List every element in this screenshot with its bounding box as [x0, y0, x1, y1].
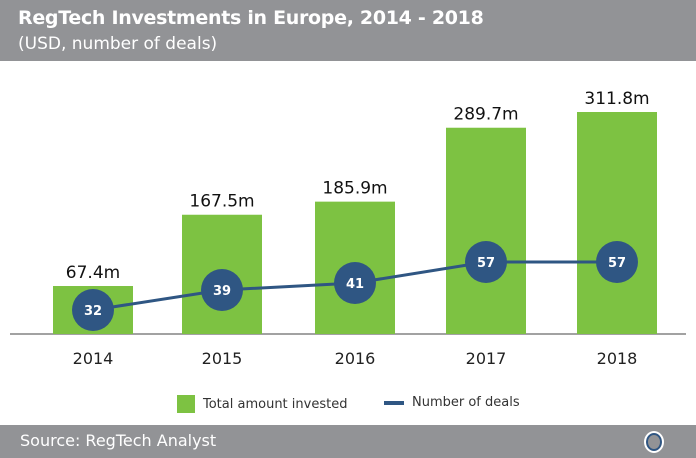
legend-swatch	[384, 400, 404, 405]
deal-point	[334, 262, 376, 304]
chart-area: 67.4m 2014 167.5m 2015 185.9m 2016 289.7m 2017 3…	[10, 89, 686, 368]
x-tick-label: 2015	[202, 349, 243, 368]
legend-label: Number of deals	[412, 395, 520, 410]
x-tick-label: 2014	[73, 349, 114, 368]
deal-point	[201, 269, 243, 311]
x-tick-label: 2017	[466, 349, 507, 368]
logo-icon	[644, 431, 664, 453]
deal-value-label: 41	[346, 277, 364, 292]
x-tick-label: 2018	[597, 349, 638, 368]
footer: Source: RegTech Analyst	[0, 425, 696, 458]
source-text: Source: RegTech Analyst	[20, 431, 217, 450]
bar-value-label: 311.8m	[584, 89, 649, 109]
deal-value-label: 39	[213, 284, 231, 299]
chart-subtitle: (USD, number of deals)	[18, 34, 218, 54]
deal-value-label: 57	[608, 256, 626, 271]
legend-swatch	[177, 395, 195, 413]
chart-header: RegTech Investments in Europe, 2014 - 20…	[0, 0, 696, 61]
legend-item-line: Number of deals	[384, 395, 520, 410]
deal-point	[596, 241, 638, 283]
bar-value-label: 167.5m	[189, 192, 254, 212]
deal-point	[72, 289, 114, 331]
deal-point	[465, 241, 507, 283]
bar-value-label: 67.4m	[66, 263, 120, 283]
bar-value-label: 185.9m	[322, 179, 387, 199]
legend-item-bar: Total amount invested	[177, 395, 347, 413]
bar-value-label: 289.7m	[453, 105, 518, 125]
deal-value-label: 32	[84, 304, 102, 319]
bar	[446, 127, 526, 335]
x-tick-label: 2016	[335, 349, 376, 368]
legend-label: Total amount invested	[203, 396, 348, 412]
bar	[577, 112, 657, 334]
chart-title: RegTech Investments in Europe, 2014 - 20…	[18, 7, 484, 29]
deal-value-label: 57	[477, 256, 495, 271]
